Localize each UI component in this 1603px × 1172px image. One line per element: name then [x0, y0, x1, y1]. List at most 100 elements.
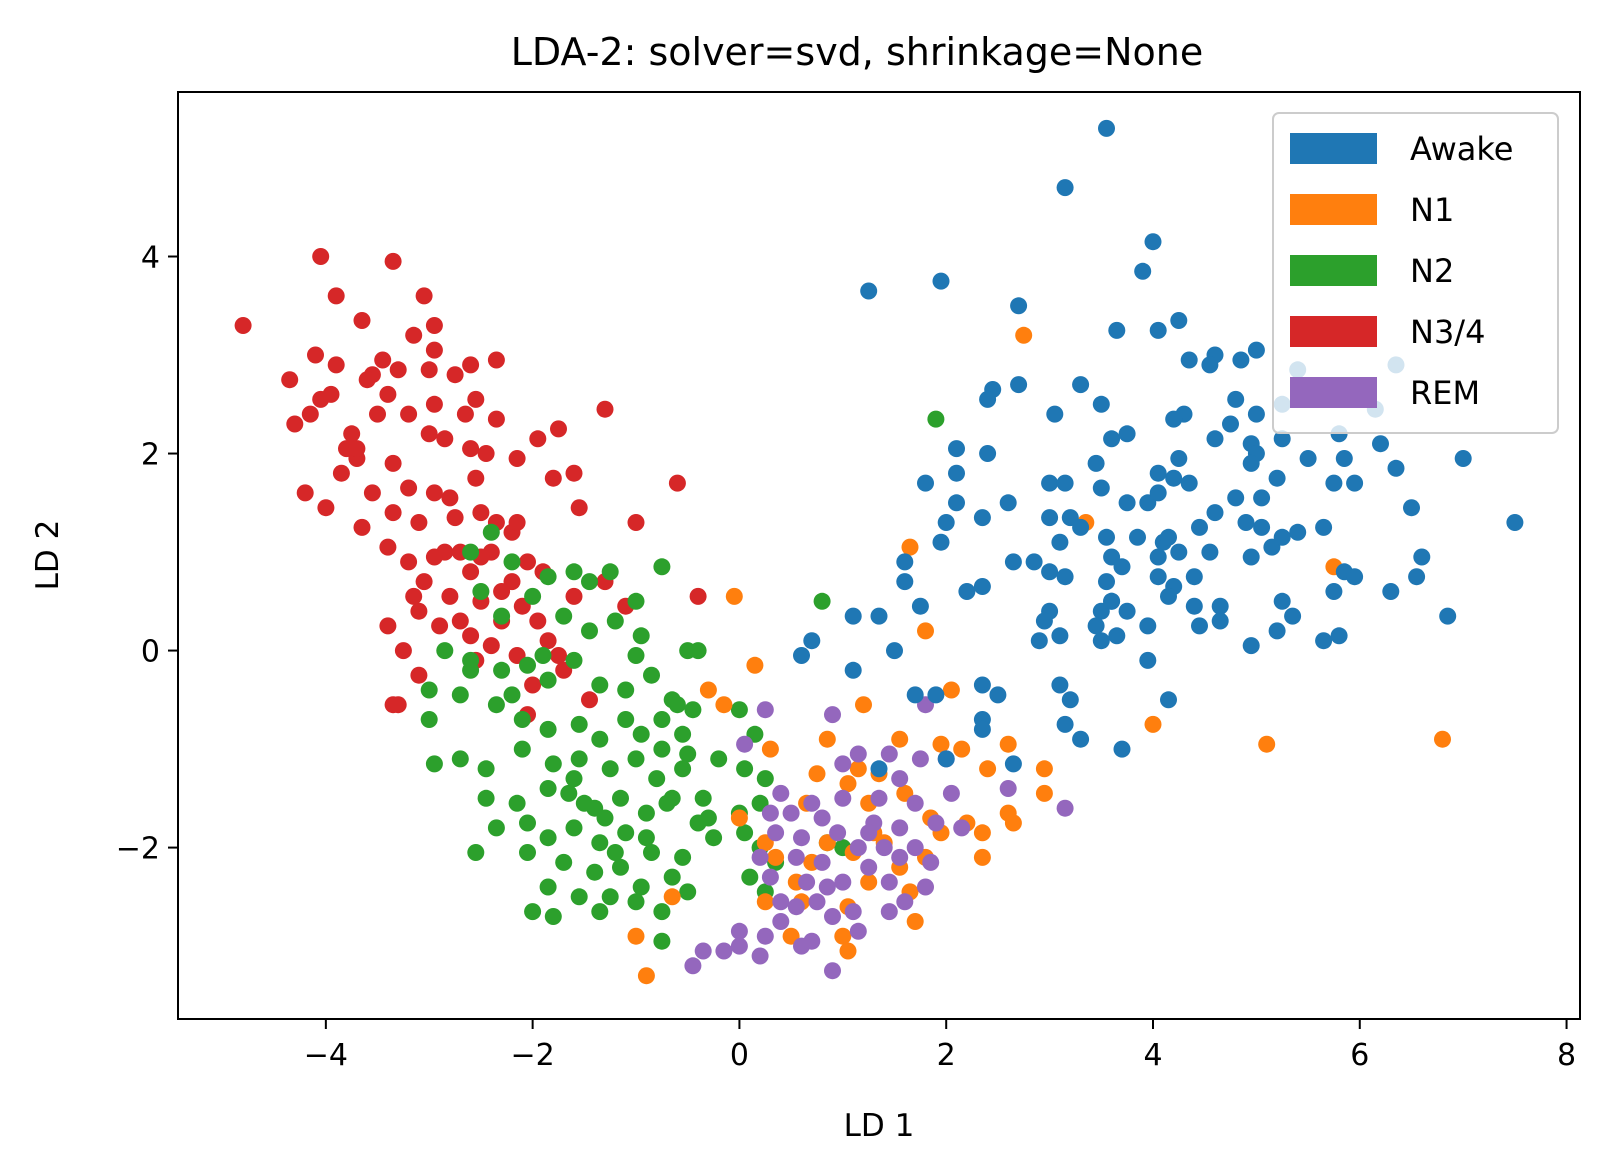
data-point: [1010, 297, 1028, 315]
data-point: [451, 612, 469, 630]
data-point: [555, 853, 573, 871]
data-point: [911, 750, 929, 768]
data-point: [1413, 548, 1431, 566]
data-point: [627, 927, 645, 945]
data-point: [617, 711, 635, 728]
data-point: [653, 711, 671, 728]
data-point: [327, 287, 345, 305]
data-point: [663, 868, 681, 886]
data-point: [1408, 568, 1426, 586]
data-point: [772, 784, 790, 802]
series-awake: [793, 119, 1524, 778]
data-point: [539, 720, 557, 738]
data-point: [917, 878, 934, 896]
data-point: [798, 873, 816, 891]
data-point: [1222, 415, 1239, 433]
data-point: [870, 760, 888, 778]
data-point: [782, 804, 800, 822]
data-point: [932, 735, 950, 753]
data-point: [586, 863, 604, 881]
data-point: [332, 464, 350, 482]
data-point: [746, 656, 764, 674]
data-point: [1072, 518, 1090, 536]
data-point: [601, 563, 619, 581]
data-point: [694, 789, 712, 807]
data-point: [922, 853, 940, 871]
data-point: [596, 809, 614, 827]
data-point: [400, 479, 418, 497]
data-point: [1170, 543, 1188, 561]
x-axis-ticks: −4 −2 0 2 4 6 8: [304, 1019, 1576, 1073]
data-point: [973, 676, 991, 694]
data-point: [1506, 514, 1524, 531]
data-point: [1041, 474, 1059, 492]
data-point: [813, 809, 831, 827]
data-point: [844, 607, 862, 625]
data-point: [322, 385, 340, 403]
data-point: [565, 651, 583, 669]
data-point: [462, 563, 480, 581]
data-point: [870, 789, 888, 807]
data-point: [694, 942, 712, 960]
data-point: [1206, 504, 1224, 522]
data-point: [1041, 509, 1059, 527]
data-point: [637, 967, 655, 985]
data-points: [234, 119, 1524, 985]
data-point: [1134, 262, 1152, 280]
data-point: [627, 592, 645, 610]
data-point: [431, 617, 449, 635]
data-point: [958, 583, 976, 600]
data-point: [446, 366, 464, 384]
data-point: [1191, 617, 1208, 635]
data-point: [756, 770, 774, 788]
data-point: [1299, 450, 1317, 467]
data-point: [472, 504, 490, 522]
data-point: [1056, 474, 1074, 492]
data-point: [524, 587, 542, 605]
data-point: [420, 361, 438, 379]
data-point: [1087, 617, 1105, 635]
data-point: [1330, 627, 1348, 645]
data-point: [953, 740, 971, 758]
data-point: [824, 908, 841, 925]
data-point: [441, 489, 459, 507]
data-point: [1035, 612, 1053, 630]
data-point: [829, 824, 847, 842]
data-point: [668, 474, 686, 492]
data-point: [1403, 499, 1420, 517]
data-point: [1253, 489, 1271, 507]
data-point: [560, 784, 578, 802]
data-point: [953, 819, 971, 837]
data-point: [1346, 568, 1364, 586]
data-point: [1092, 479, 1110, 497]
data-point: [1382, 583, 1400, 600]
legend-swatch-awake: [1290, 133, 1377, 164]
data-point: [849, 760, 867, 778]
data-point: [1170, 450, 1188, 467]
data-point: [1258, 735, 1276, 753]
data-point: [663, 888, 681, 906]
data-point: [462, 661, 480, 679]
data-point: [911, 597, 929, 615]
data-point: [891, 730, 909, 748]
x-tick-label: 0: [730, 1038, 749, 1073]
data-point: [1098, 119, 1115, 137]
data-point: [787, 898, 805, 916]
data-point: [539, 568, 557, 586]
data-point: [570, 499, 588, 517]
data-point: [761, 740, 779, 758]
data-point: [999, 780, 1017, 797]
data-point: [1004, 553, 1022, 571]
data-point: [627, 647, 645, 664]
data-point: [519, 553, 536, 571]
data-point: [487, 410, 505, 428]
data-point: [343, 425, 361, 443]
data-point: [539, 780, 557, 797]
data-point: [787, 848, 805, 866]
data-point: [653, 558, 671, 576]
data-point: [508, 794, 526, 812]
data-point: [1185, 597, 1203, 615]
data-point: [493, 661, 511, 679]
data-point: [973, 848, 991, 866]
data-point: [658, 794, 676, 812]
